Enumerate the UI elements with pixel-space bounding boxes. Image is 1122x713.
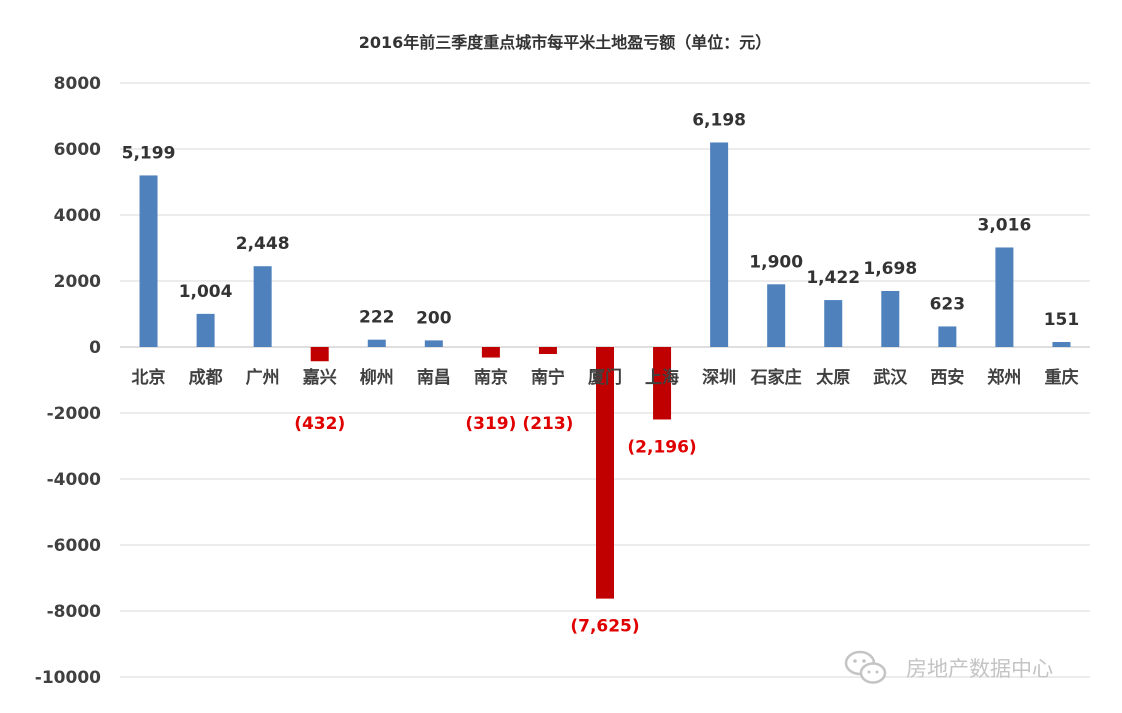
bar bbox=[538, 347, 557, 355]
y-tick-label: -8000 bbox=[47, 602, 102, 622]
x-tick-label: 嘉兴 bbox=[302, 367, 337, 388]
data-labels: 5,199 1,004 2,448 (432) 222 200 (319) (213) (7,6… bbox=[122, 110, 1080, 636]
bar bbox=[196, 313, 215, 347]
data-label: 623 bbox=[930, 294, 966, 314]
data-label: (213) bbox=[522, 414, 573, 434]
y-tick-label: 6000 bbox=[54, 140, 101, 160]
y-tick-label: 4000 bbox=[54, 206, 101, 226]
data-label: (2,196) bbox=[627, 437, 696, 457]
bar bbox=[938, 326, 957, 347]
y-tick-label: -10000 bbox=[35, 668, 101, 688]
bar bbox=[253, 266, 272, 347]
bar bbox=[367, 339, 386, 347]
x-tick-label: 成都 bbox=[189, 367, 223, 388]
x-tick-label: 南宁 bbox=[531, 367, 565, 388]
data-label: 1,422 bbox=[806, 268, 860, 288]
y-tick-label: -2000 bbox=[47, 404, 102, 424]
bar bbox=[481, 347, 500, 358]
data-label: 1,698 bbox=[863, 259, 917, 279]
data-label: (432) bbox=[294, 414, 345, 434]
bar bbox=[653, 347, 672, 420]
x-tick-label: 柳州 bbox=[360, 367, 394, 388]
bar bbox=[881, 290, 900, 347]
bars bbox=[139, 142, 1071, 599]
data-label: 1,004 bbox=[179, 282, 233, 302]
y-tick-label: 8000 bbox=[54, 74, 101, 94]
x-tick-label: 郑州 bbox=[987, 367, 1021, 388]
x-tick-label: 北京 bbox=[132, 367, 166, 388]
y-tick-label: -4000 bbox=[47, 470, 102, 490]
y-tick-label: 2000 bbox=[54, 272, 101, 292]
x-tick-label: 重庆 bbox=[1044, 367, 1078, 388]
bar bbox=[596, 347, 614, 599]
x-tick-label: 深圳 bbox=[702, 367, 736, 388]
data-label: 3,016 bbox=[978, 215, 1032, 235]
chart-title: 2016年前三季度重点城市每平米土地盈亏额（单位：元） bbox=[359, 33, 772, 52]
x-tick-label: 广州 bbox=[246, 367, 280, 388]
y-tick-label: 0 bbox=[89, 338, 101, 358]
y-axis-ticks: 8000 6000 4000 2000 0 -2000 -4000 -6000 -8000 -10… bbox=[35, 74, 101, 688]
x-tick-label: 太原 bbox=[816, 367, 850, 388]
data-label: 1,900 bbox=[749, 252, 803, 272]
bar bbox=[1052, 342, 1071, 347]
data-label: 5,199 bbox=[122, 143, 176, 163]
bar bbox=[424, 340, 443, 347]
bar bbox=[310, 347, 329, 362]
watermark: 房地产数据中心 bbox=[844, 650, 1053, 684]
x-tick-label: 石家庄 bbox=[750, 367, 802, 388]
y-tick-label: -6000 bbox=[47, 536, 102, 556]
data-label: (7,625) bbox=[570, 617, 639, 637]
bar bbox=[139, 175, 158, 347]
watermark-text: 房地产数据中心 bbox=[906, 657, 1053, 681]
bar bbox=[995, 247, 1014, 347]
data-label: (319) bbox=[465, 414, 516, 434]
x-tick-label: 南京 bbox=[474, 367, 508, 388]
wechat-icon bbox=[844, 650, 887, 684]
bar bbox=[824, 300, 843, 347]
x-tick-label: 厦门 bbox=[588, 367, 622, 388]
x-tick-label: 南昌 bbox=[417, 367, 451, 388]
bar bbox=[767, 284, 786, 347]
data-label: 222 bbox=[359, 308, 395, 328]
x-axis-ticks: 北京 成都 广州 嘉兴 柳州 南昌 南京 南宁 厦门 上海 深圳 石家庄 太原 武汉 西安 郑州 重庆 bbox=[132, 367, 1079, 388]
data-label: 200 bbox=[416, 308, 452, 328]
x-tick-label: 武汉 bbox=[873, 367, 908, 388]
data-label: 6,198 bbox=[692, 110, 746, 130]
data-label: 2,448 bbox=[236, 234, 290, 254]
data-label: 151 bbox=[1044, 310, 1080, 330]
x-tick-label: 西安 bbox=[930, 367, 964, 388]
x-tick-label: 上海 bbox=[645, 367, 679, 388]
bar bbox=[710, 142, 729, 347]
